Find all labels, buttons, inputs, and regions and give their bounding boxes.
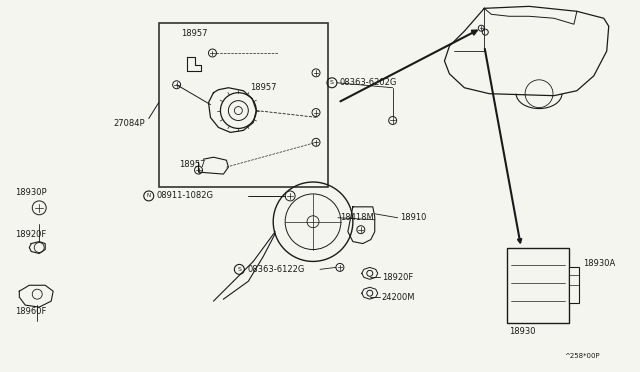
Text: 18930A: 18930A	[583, 259, 615, 269]
Text: S: S	[330, 80, 334, 85]
Text: 18930: 18930	[509, 327, 536, 336]
Text: 18910: 18910	[399, 213, 426, 222]
Text: 18418M: 18418M	[340, 213, 374, 222]
Text: 18957: 18957	[179, 160, 205, 169]
Text: 18960F: 18960F	[15, 307, 47, 316]
Text: S: S	[237, 267, 241, 272]
Text: 08363-6202G: 08363-6202G	[340, 78, 397, 87]
Text: 08911-1082G: 08911-1082G	[157, 192, 214, 201]
Bar	[507, 247, 569, 323]
Text: 27084P: 27084P	[113, 119, 145, 128]
Text: 24200M: 24200M	[381, 293, 415, 302]
Text: N: N	[147, 193, 151, 198]
Text: ^258*00P: ^258*00P	[564, 353, 600, 359]
Text: 08363-6122G: 08363-6122G	[247, 265, 305, 274]
Text: 18957: 18957	[180, 29, 207, 38]
Text: 18920F: 18920F	[15, 230, 47, 239]
Text: 18920F: 18920F	[381, 273, 413, 282]
Bar	[569, 267, 579, 303]
Bar	[159, 23, 328, 187]
Text: 18930P: 18930P	[15, 188, 47, 197]
Text: 18957: 18957	[250, 83, 277, 92]
